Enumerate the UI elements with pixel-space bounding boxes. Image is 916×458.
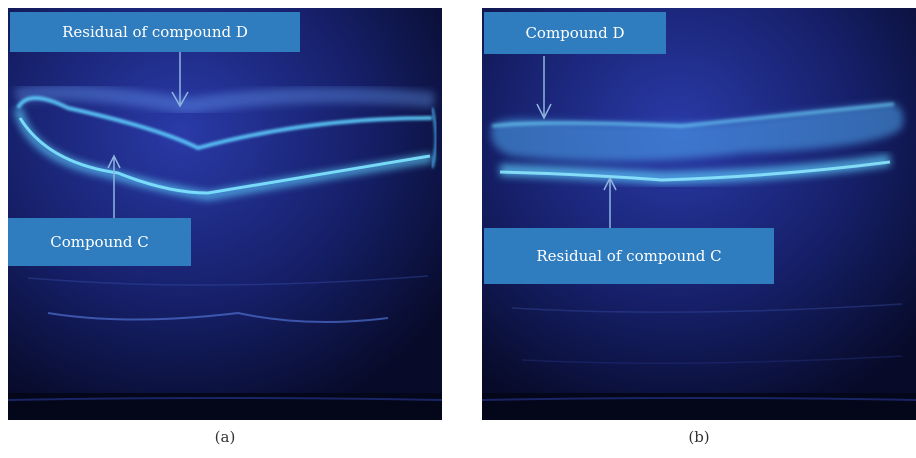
tlc-plate-a-image — [8, 8, 442, 420]
band-residual-d-a — [14, 84, 435, 115]
label-residual-compound-c: Residual of compound C — [484, 228, 774, 284]
label-residual-compound-d: Residual of compound D — [10, 12, 300, 52]
band-compound-d-b — [491, 103, 904, 162]
label-compound-c: Compound C — [8, 218, 191, 266]
band-compound-c-a — [18, 117, 431, 195]
tlc-plate-a: Residual of compound D Compound C — [8, 8, 442, 420]
caption-a: (a) — [214, 428, 236, 446]
label-compound-d: Compound D — [484, 12, 666, 54]
tlc-plate-b: Compound D Residual of compound C — [482, 8, 916, 420]
caption-b: (b) — [688, 428, 710, 446]
tlc-plate-b-image — [482, 8, 916, 420]
